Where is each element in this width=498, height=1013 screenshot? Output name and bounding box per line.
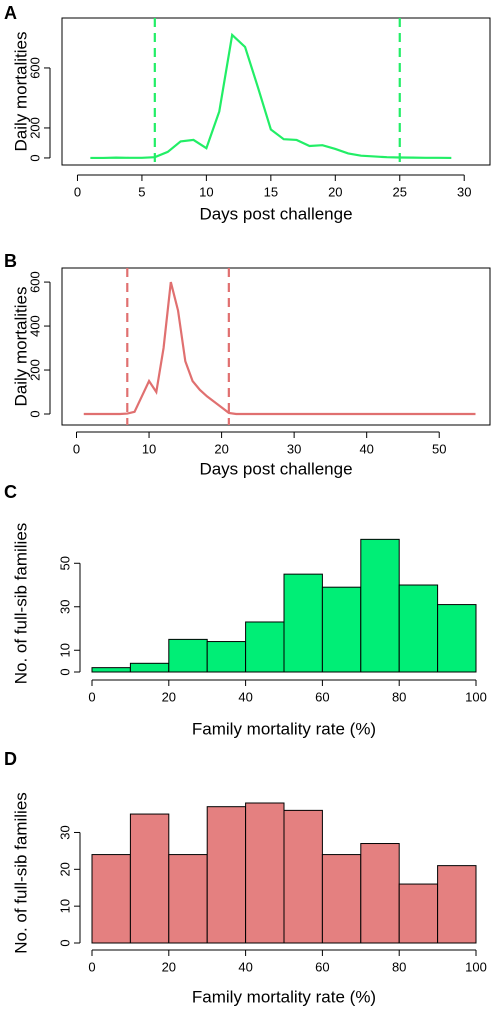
y-tick-label: 600 xyxy=(27,57,42,79)
data-line xyxy=(90,32,452,160)
histogram-bar xyxy=(91,854,131,944)
y-tick-label: 200 xyxy=(27,359,42,381)
y-tick-label: 600 xyxy=(27,271,42,293)
x-tick-label: 10 xyxy=(199,184,213,199)
x-tick-label: 0 xyxy=(73,441,80,456)
y-tick-label: 200 xyxy=(27,117,42,139)
y-axis-label: Daily mortalities xyxy=(11,287,30,407)
y-axis-label: No. of full-sib families xyxy=(11,792,30,954)
histogram-bar xyxy=(398,883,439,944)
y-tick-label: 0 xyxy=(57,939,72,946)
panel-label: D xyxy=(4,749,17,769)
x-tick-label: 60 xyxy=(315,689,329,704)
histogram-bar xyxy=(360,538,400,673)
x-tick-label: 40 xyxy=(238,689,252,704)
data-line xyxy=(83,281,476,416)
histogram-bar xyxy=(206,806,247,944)
histogram-bar xyxy=(129,662,170,673)
x-tick-label: 20 xyxy=(162,959,176,974)
x-tick-label: 40 xyxy=(359,441,373,456)
x-tick-label: 20 xyxy=(162,689,176,704)
x-tick-label: 80 xyxy=(392,959,406,974)
y-axis-label: Daily mortalities xyxy=(11,32,30,152)
y-tick-label: 0 xyxy=(57,668,72,675)
x-tick-label: 5 xyxy=(138,184,145,199)
y-tick-label: 10 xyxy=(57,643,72,657)
histogram-bar xyxy=(321,854,362,944)
x-tick-label: 80 xyxy=(392,689,406,704)
panel-label: C xyxy=(4,482,17,502)
x-tick-label: 40 xyxy=(238,959,252,974)
histogram-bar xyxy=(206,641,247,673)
histogram-bar xyxy=(283,573,323,673)
x-axis-label: Family mortality rate (%) xyxy=(192,987,376,1006)
y-tick-label: 30 xyxy=(57,825,72,839)
y-tick-label: 0 xyxy=(27,410,42,417)
y-tick-label: 50 xyxy=(57,556,72,570)
histogram-bar xyxy=(398,584,439,673)
y-tick-label: 400 xyxy=(27,315,42,337)
x-axis-label: Family mortality rate (%) xyxy=(192,719,376,738)
x-tick-label: 0 xyxy=(88,689,95,704)
plot-box xyxy=(61,267,491,426)
y-tick-label: 20 xyxy=(57,862,72,876)
panel-label: B xyxy=(4,251,17,271)
x-tick-label: 30 xyxy=(457,184,471,199)
histogram-bar xyxy=(168,854,208,944)
x-tick-label: 60 xyxy=(315,959,329,974)
x-tick-label: 0 xyxy=(74,184,81,199)
x-tick-label: 30 xyxy=(287,441,301,456)
histogram-bar xyxy=(245,621,285,673)
x-tick-label: 100 xyxy=(465,689,487,704)
x-tick-label: 10 xyxy=(142,441,156,456)
histogram-bar xyxy=(437,604,477,673)
x-tick-label: 20 xyxy=(214,441,228,456)
histogram-bar xyxy=(283,809,323,944)
x-axis-label: Days post challenge xyxy=(199,204,352,223)
histogram-bar xyxy=(168,638,208,673)
histogram-bar xyxy=(245,802,285,944)
plot-box xyxy=(61,17,491,166)
histogram-bar xyxy=(321,586,362,673)
histogram-bar xyxy=(360,843,400,944)
histogram-bar xyxy=(91,667,131,673)
y-tick-label: 30 xyxy=(57,600,72,614)
y-tick-label: 0 xyxy=(27,154,42,161)
x-tick-label: 0 xyxy=(88,959,95,974)
histogram-bar xyxy=(129,813,170,944)
x-tick-label: 20 xyxy=(328,184,342,199)
x-axis-label: Days post challenge xyxy=(199,459,352,478)
x-tick-label: 25 xyxy=(393,184,407,199)
histogram-bar xyxy=(437,865,477,944)
y-tick-label: 10 xyxy=(57,899,72,913)
x-tick-label: 15 xyxy=(264,184,278,199)
panel-label: A xyxy=(4,3,17,23)
x-tick-label: 100 xyxy=(465,959,487,974)
x-tick-label: 50 xyxy=(432,441,446,456)
y-axis-label: No. of full-sib families xyxy=(11,523,30,685)
